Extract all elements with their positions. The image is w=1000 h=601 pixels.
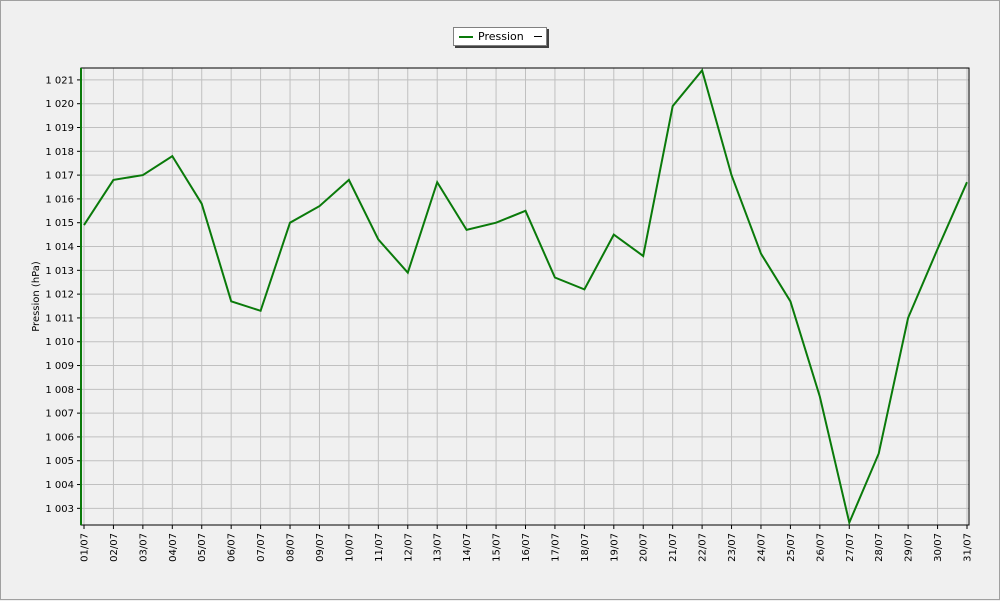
x-tick-label: 07/07 [256,533,267,562]
x-tick-label: 04/07 [168,533,179,562]
x-tick-label: 08/07 [286,533,297,562]
x-tick-label: 19/07 [609,533,620,562]
x-tick-label: 21/07 [668,533,679,562]
x-tick-label: 26/07 [815,533,826,562]
y-tick-label: 1 018 [45,147,74,158]
y-tick-label: 1 015 [45,218,74,229]
x-tick-label: 15/07 [492,533,503,562]
y-tick-label: 1 010 [45,337,74,348]
x-tick-label: 06/07 [227,533,238,562]
x-tick-label: 13/07 [433,533,444,562]
x-tick-label: 31/07 [963,533,974,562]
x-tick-label: 11/07 [374,533,385,562]
y-axis-title: Pression (hPa) [31,261,42,332]
x-tick-label: 10/07 [344,533,355,562]
x-tick-label: 03/07 [138,533,149,562]
x-tick-label: 25/07 [786,533,797,562]
y-tick-label: 1 014 [45,242,74,253]
y-tick-label: 1 006 [45,432,74,443]
legend-dash [533,36,542,37]
legend-label-pression: Pression [478,30,524,43]
y-tick-label: 1 009 [45,361,74,372]
x-tick-label: 01/07 [80,533,91,562]
y-tick-label: 1 011 [45,313,74,324]
y-tick-label: 1 017 [45,171,74,182]
y-tick-label: 1 012 [45,290,74,301]
x-tick-label: 23/07 [727,533,738,562]
legend-swatch-pression [459,35,473,38]
y-tick-label: 1 013 [45,266,74,277]
y-tick-label: 1 021 [45,75,74,86]
x-tick-label: 30/07 [933,533,944,562]
y-tick-label: 1 008 [45,385,74,396]
x-tick-label: 02/07 [109,533,120,562]
y-tick-label: 1 007 [45,409,74,420]
x-tick-label: 14/07 [462,533,473,562]
y-tick-label: 1 005 [45,456,74,467]
y-tick-label: 1 019 [45,123,74,134]
x-tick-label: 18/07 [580,533,591,562]
x-tick-label: 16/07 [521,533,532,562]
x-tick-label: 29/07 [904,533,915,562]
series-line-pression [83,68,968,526]
x-tick-label: 27/07 [845,533,856,562]
x-tick-label: 20/07 [639,533,650,562]
x-tick-label: 12/07 [403,533,414,562]
y-tick-label: 1 016 [45,194,74,205]
x-tick-label: 09/07 [315,533,326,562]
x-tick-label: 24/07 [756,533,767,562]
x-tick-label: 17/07 [550,533,561,562]
y-tick-label: 1 020 [45,99,74,110]
legend: Pression [453,27,547,46]
x-tick-label: 05/07 [197,533,208,562]
x-tick-label: 22/07 [698,533,709,562]
y-tick-label: 1 004 [45,480,74,491]
y-tick-label: 1 003 [45,504,74,515]
x-tick-label: 28/07 [874,533,885,562]
